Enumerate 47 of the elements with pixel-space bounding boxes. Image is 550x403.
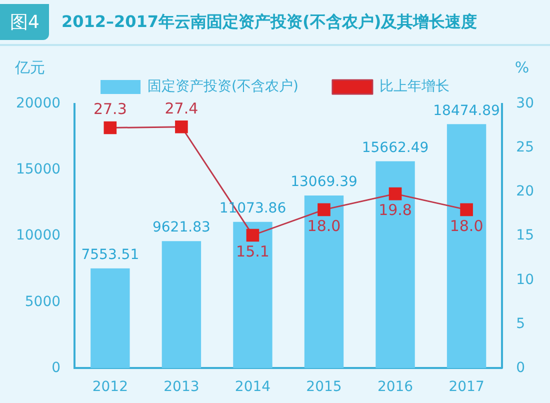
bar (304, 196, 344, 368)
x-tick-label: 2012 (92, 379, 128, 396)
data-label: 27.3 (93, 100, 127, 118)
x-tick-label: 2017 (448, 379, 484, 396)
data-label: 18.0 (450, 217, 484, 236)
data-label: 27.4 (164, 99, 198, 118)
data-label: 13069.39 (290, 174, 358, 190)
bar (446, 124, 486, 368)
point (246, 228, 260, 242)
y-tick-label: 15000 (16, 162, 61, 178)
legend-label: 固定资产投资(不含农户) (148, 78, 298, 95)
x-tick-label: 2016 (377, 379, 414, 396)
x-tick-label: 2015 (306, 379, 342, 396)
bar (90, 268, 130, 368)
data-label: 7553.51 (81, 247, 140, 264)
data-label: 15662.49 (362, 140, 429, 156)
y2-tick-label: 0 (516, 360, 526, 376)
y2-axis-title: % (514, 58, 530, 76)
y2-tick-label: 30 (516, 96, 534, 112)
y-tick-label: 5000 (24, 294, 61, 310)
y-tick-label: 10000 (16, 228, 61, 244)
data-label: 19.8 (378, 201, 412, 220)
bar (162, 241, 202, 368)
y2-tick-label: 20 (516, 184, 534, 200)
bar (376, 161, 415, 368)
data-label: 18.0 (307, 217, 341, 236)
y-axis-title: 亿元 (14, 58, 45, 76)
y-tick-label: 0 (52, 360, 61, 376)
y2-tick-label: 25 (516, 140, 534, 156)
y-tick-label: 20000 (16, 96, 61, 112)
point (318, 203, 330, 216)
point (388, 187, 402, 200)
point (175, 120, 188, 134)
y2-tick-label: 5 (516, 316, 526, 332)
x-tick-label: 2014 (234, 379, 271, 396)
y2-tick-label: 15 (516, 228, 534, 244)
point (104, 121, 117, 134)
point (460, 203, 473, 216)
bar (233, 222, 272, 368)
data-label: 18474.89 (433, 102, 500, 119)
legend-label: 比上年增长 (379, 78, 450, 95)
data-label: 9621.83 (152, 220, 210, 236)
caption: 图4 (0, 4, 50, 40)
x-tick-label: 2013 (164, 379, 200, 396)
data-label: 15.1 (236, 242, 270, 261)
y2-tick-label: 10 (516, 272, 534, 288)
chart-title: 2012–2017年云南固定资产投资(不含农户)及其增长速度 (61, 12, 478, 32)
